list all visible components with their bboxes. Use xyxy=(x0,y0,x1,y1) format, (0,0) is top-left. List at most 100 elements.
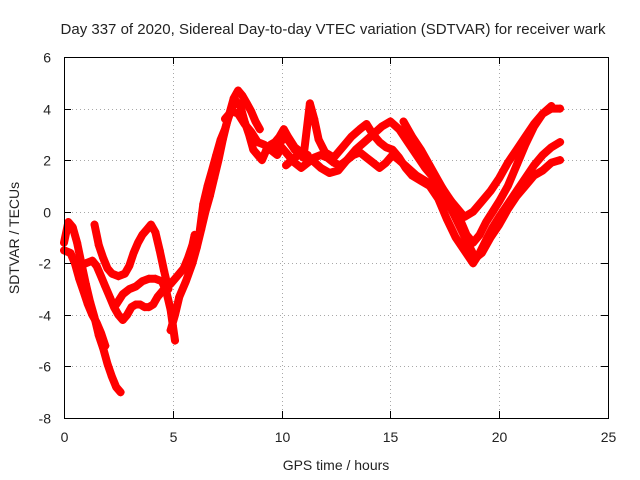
data-point-marker xyxy=(260,140,269,149)
data-point-marker xyxy=(462,230,471,239)
data-point-marker xyxy=(253,151,262,159)
series-track-i xyxy=(264,99,565,268)
data-point-marker xyxy=(127,303,136,312)
data-point-marker xyxy=(482,218,491,226)
data-point-marker xyxy=(188,259,197,268)
data-point-marker xyxy=(325,169,334,177)
data-point-marker xyxy=(488,207,497,216)
data-point-marker xyxy=(477,197,486,206)
data-point-marker xyxy=(547,102,556,110)
data-point-marker xyxy=(157,277,166,286)
data-point-marker xyxy=(64,218,73,226)
data-point-marker xyxy=(375,138,384,147)
data-point-marker xyxy=(538,151,547,159)
data-point-marker xyxy=(112,300,121,309)
data-point-marker xyxy=(556,138,565,147)
y-axis-label: SDTVAR / TECUs xyxy=(6,182,22,294)
data-point-marker xyxy=(155,246,164,255)
data-point-marker xyxy=(162,287,171,296)
data-point-marker xyxy=(114,310,123,319)
data-point-marker xyxy=(101,341,110,350)
data-point-marker xyxy=(290,153,299,162)
data-point-marker xyxy=(469,238,478,247)
data-point-marker xyxy=(382,143,390,152)
data-point-marker xyxy=(160,267,169,275)
data-point-marker xyxy=(138,230,147,239)
data-point-marker xyxy=(90,220,99,229)
data-point-marker xyxy=(234,109,243,118)
data-point-marker xyxy=(199,200,208,208)
data-point-marker xyxy=(107,269,116,278)
data-point-marker xyxy=(171,310,179,319)
data-point-marker xyxy=(408,171,417,180)
data-point-marker xyxy=(66,249,75,257)
data-point-marker xyxy=(116,388,125,397)
data-point-marker xyxy=(92,261,101,270)
data-point-marker xyxy=(279,125,288,134)
data-point-marker xyxy=(247,127,256,136)
data-point-marker xyxy=(97,328,105,337)
y-tick-labels: -8 -6 -4 -2 0 2 4 6 xyxy=(39,50,52,427)
data-point-marker xyxy=(403,138,412,147)
data-point-marker xyxy=(469,207,478,216)
data-point-marker xyxy=(238,91,247,100)
data-point-marker xyxy=(229,94,238,103)
data-point-marker xyxy=(369,130,377,139)
data-point-marker xyxy=(377,122,386,131)
data-point-marker xyxy=(171,336,179,345)
data-point-marker xyxy=(68,223,77,232)
data-point-marker xyxy=(273,151,282,159)
data-point-marker xyxy=(556,156,565,165)
data-point-marker xyxy=(255,125,264,134)
data-point-marker xyxy=(495,212,504,221)
series-band xyxy=(264,99,565,268)
data-point-marker xyxy=(512,145,521,154)
data-point-marker xyxy=(503,181,512,190)
series-band xyxy=(60,246,110,350)
data-point-marker xyxy=(503,200,512,208)
data-point-marker xyxy=(136,300,145,309)
data-point-marker xyxy=(556,104,565,113)
data-point-marker xyxy=(512,187,521,196)
data-point-marker xyxy=(134,238,142,247)
y-tick-label: -2 xyxy=(39,256,52,272)
data-point-marker xyxy=(236,102,245,110)
data-point-marker xyxy=(530,161,538,170)
data-point-marker xyxy=(416,176,425,185)
data-point-marker xyxy=(88,256,97,265)
data-point-marker xyxy=(151,274,160,283)
data-point-marker xyxy=(451,202,460,211)
data-point-marker xyxy=(105,292,114,301)
data-point-marker xyxy=(234,86,243,95)
data-point-marker xyxy=(103,359,112,368)
data-point-marker xyxy=(123,310,132,319)
x-axis-label: GPS time / hours xyxy=(283,457,390,473)
data-point-marker xyxy=(521,132,530,141)
data-point-marker xyxy=(495,197,504,206)
data-point-marker xyxy=(251,117,260,126)
data-point-marker xyxy=(469,259,478,268)
data-point-marker xyxy=(382,158,390,167)
data-point-marker xyxy=(114,272,123,281)
data-point-marker xyxy=(192,243,201,252)
data-point-marker xyxy=(131,282,140,291)
data-point-marker xyxy=(221,114,229,123)
data-point-marker xyxy=(264,145,273,154)
data-point-marker xyxy=(521,174,530,183)
data-point-marker xyxy=(75,274,84,283)
data-point-marker xyxy=(408,132,417,141)
data-point-marker xyxy=(334,166,343,175)
data-point-marker xyxy=(475,249,484,257)
y-tick-label: 6 xyxy=(43,50,51,66)
series-band xyxy=(399,102,556,221)
data-point-marker xyxy=(92,318,101,327)
data-point-marker xyxy=(83,300,92,309)
grid xyxy=(64,57,608,418)
data-point-marker xyxy=(310,114,319,123)
data-point-marker xyxy=(321,148,330,157)
data-point-marker xyxy=(181,277,190,286)
series-track-f xyxy=(166,96,312,335)
data-point-marker xyxy=(425,181,434,190)
data-point-marker xyxy=(401,163,410,172)
data-point-marker xyxy=(138,277,147,286)
